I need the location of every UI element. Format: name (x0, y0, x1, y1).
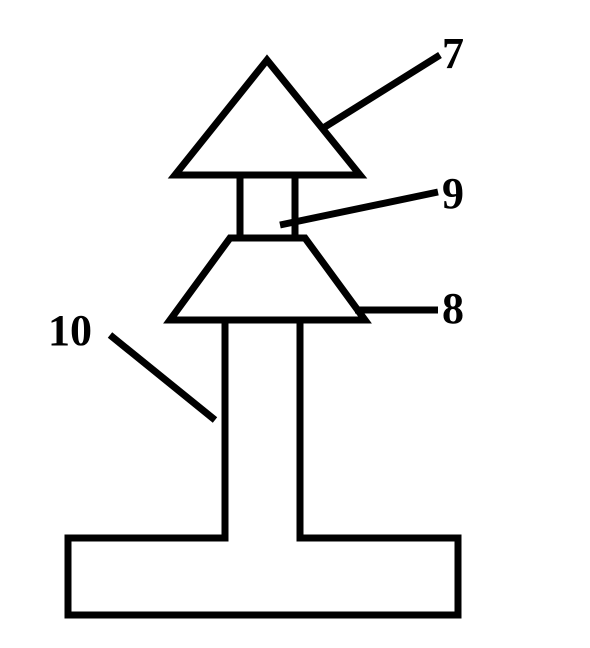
diagram-container: 7 9 8 10 (0, 0, 590, 643)
callout-label-7: 7 (442, 28, 464, 79)
callout-label-10: 10 (48, 305, 92, 356)
callout-label-8: 8 (442, 283, 464, 334)
callout-label-9: 9 (442, 168, 464, 219)
